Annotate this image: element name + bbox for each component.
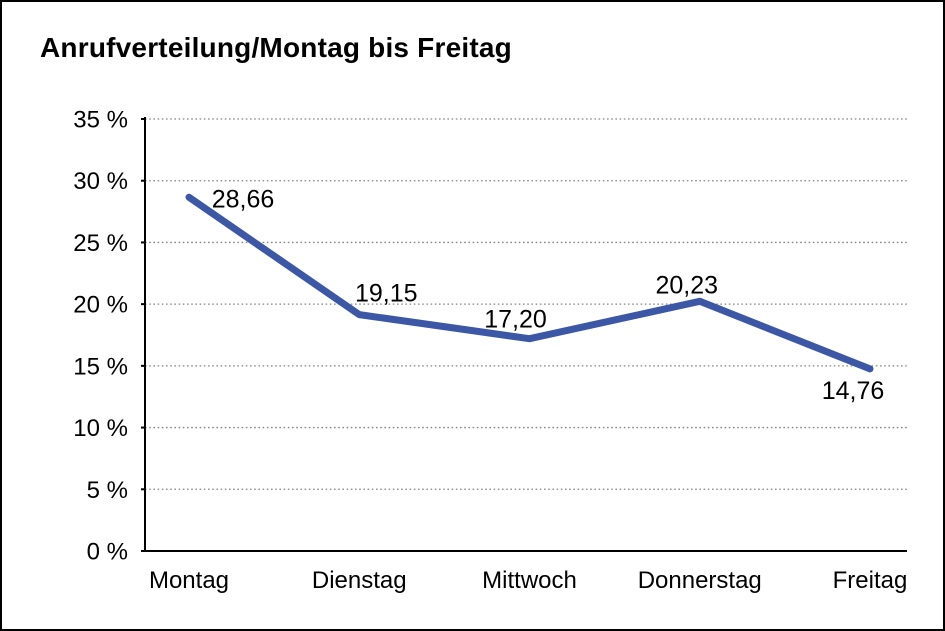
y-tick-label: 0 %	[87, 539, 128, 566]
data-point-label: 17,20	[484, 306, 547, 334]
x-category-label: Mittwoch	[482, 567, 577, 594]
y-tick-label: 10 %	[73, 415, 128, 442]
y-tick-label: 5 %	[87, 477, 128, 504]
chart-title: Anrufverteilung/Montag bis Freitag	[40, 32, 512, 63]
x-category-label: Montag	[149, 567, 229, 594]
data-point-label: 19,15	[355, 280, 418, 308]
data-point-label: 14,76	[822, 377, 885, 405]
x-category-label: Freitag	[833, 567, 908, 594]
y-tick-label: 15 %	[73, 353, 128, 380]
y-tick-label: 30 %	[73, 168, 128, 195]
data-point-label: 28,66	[212, 185, 275, 213]
x-category-label: Dienstag	[312, 567, 407, 594]
data-point-label: 20,23	[655, 271, 718, 299]
x-category-label: Donnerstag	[638, 567, 762, 594]
y-tick-label: 25 %	[73, 230, 128, 257]
data-series-line	[185, 193, 874, 373]
y-tick-label: 35 %	[73, 107, 128, 134]
y-tick-label: 20 %	[73, 292, 128, 319]
